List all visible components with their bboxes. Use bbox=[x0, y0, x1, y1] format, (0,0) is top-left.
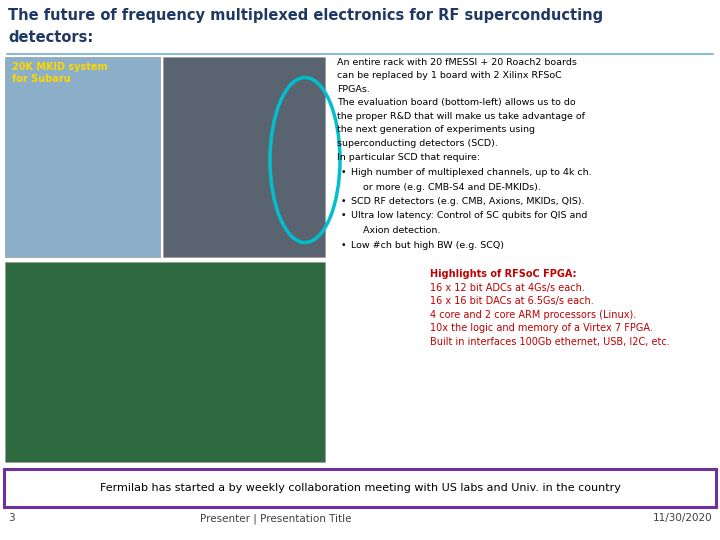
Text: Presenter | Presentation Title: Presenter | Presentation Title bbox=[200, 513, 351, 523]
Text: 16 x 12 bit ADCs at 4Gs/s each.: 16 x 12 bit ADCs at 4Gs/s each. bbox=[430, 282, 585, 293]
Text: can be replaced by 1 board with 2 Xilinx RFSoC: can be replaced by 1 board with 2 Xilinx… bbox=[337, 71, 562, 80]
Text: 10x the logic and memory of a Virtex 7 FPGA.: 10x the logic and memory of a Virtex 7 F… bbox=[430, 323, 653, 333]
Bar bbox=[163, 57, 325, 257]
Text: The future of frequency multiplexed electronics for RF superconducting: The future of frequency multiplexed elec… bbox=[8, 8, 603, 23]
Text: Low #ch but high BW (e.g. SCQ): Low #ch but high BW (e.g. SCQ) bbox=[351, 240, 504, 249]
Text: or more (e.g. CMB-S4 and DE-MKIDs).: or more (e.g. CMB-S4 and DE-MKIDs). bbox=[351, 183, 541, 192]
Text: An entire rack with 20 fMESSI + 20 Roach2 boards: An entire rack with 20 fMESSI + 20 Roach… bbox=[337, 58, 577, 67]
Text: In particular SCD that require:: In particular SCD that require: bbox=[337, 152, 480, 161]
Text: •: • bbox=[341, 168, 346, 177]
Text: the proper R&D that will make us take advantage of: the proper R&D that will make us take ad… bbox=[337, 112, 585, 121]
FancyBboxPatch shape bbox=[4, 469, 716, 507]
Text: 20K MKID system
for Subaru: 20K MKID system for Subaru bbox=[12, 62, 107, 84]
Text: 11/30/2020: 11/30/2020 bbox=[652, 513, 712, 523]
Text: •: • bbox=[341, 212, 346, 220]
Bar bbox=[5, 57, 160, 257]
Text: •: • bbox=[341, 240, 346, 249]
Text: the next generation of experiments using: the next generation of experiments using bbox=[337, 125, 535, 134]
Text: Fermilab has started a by weekly collaboration meeting with US labs and Univ. in: Fermilab has started a by weekly collabo… bbox=[99, 483, 621, 493]
Text: SCD RF detectors (e.g. CMB, Axions, MKIDs, QIS).: SCD RF detectors (e.g. CMB, Axions, MKID… bbox=[351, 197, 585, 206]
Text: Ultra low latency: Control of SC qubits for QIS and: Ultra low latency: Control of SC qubits … bbox=[351, 212, 588, 220]
Text: •: • bbox=[341, 197, 346, 206]
Text: detectors:: detectors: bbox=[8, 30, 94, 45]
Text: 4 core and 2 core ARM processors (Linux).: 4 core and 2 core ARM processors (Linux)… bbox=[430, 309, 636, 320]
Text: 16 x 16 bit DACs at 6.5Gs/s each.: 16 x 16 bit DACs at 6.5Gs/s each. bbox=[430, 296, 594, 306]
Text: Axion detection.: Axion detection. bbox=[351, 226, 441, 235]
Text: superconducting detectors (SCD).: superconducting detectors (SCD). bbox=[337, 139, 498, 148]
Text: Highlights of RFSoC FPGA:: Highlights of RFSoC FPGA: bbox=[430, 269, 577, 279]
Text: FPGAs.: FPGAs. bbox=[337, 85, 370, 94]
Text: 3: 3 bbox=[8, 513, 14, 523]
Text: High number of multiplexed channels, up to 4k ch.: High number of multiplexed channels, up … bbox=[351, 168, 592, 177]
Bar bbox=[5, 262, 325, 462]
Text: The evaluation board (bottom-left) allows us to do: The evaluation board (bottom-left) allow… bbox=[337, 98, 575, 107]
Text: Built in interfaces 100Gb ethernet, USB, I2C, etc.: Built in interfaces 100Gb ethernet, USB,… bbox=[430, 336, 670, 347]
